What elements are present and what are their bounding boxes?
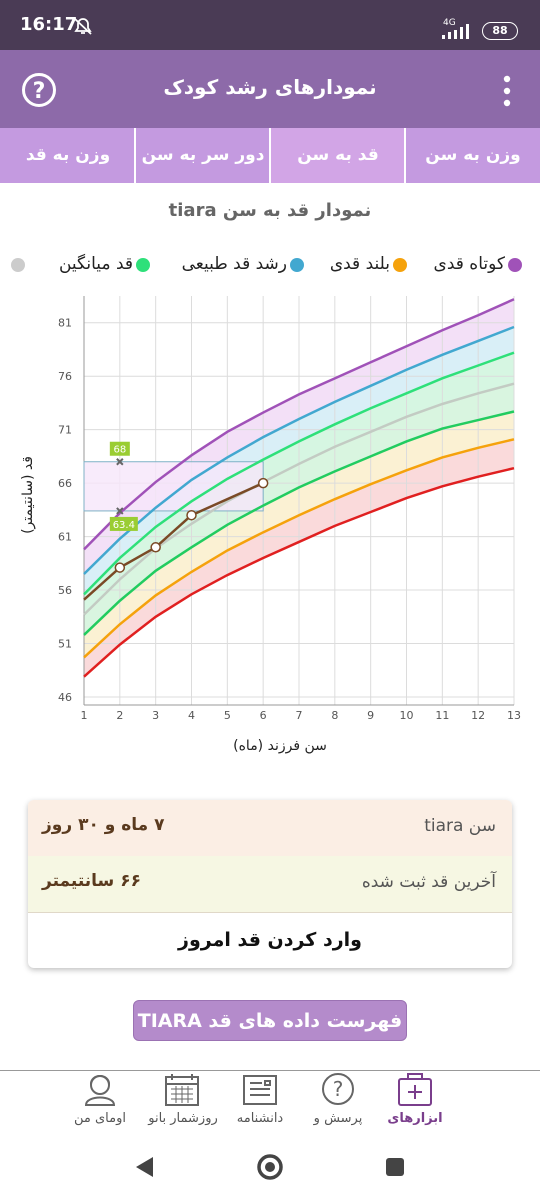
tab[interactable]: وزن به سن	[425, 145, 521, 165]
nav-label[interactable]: دانشنامه	[236, 1111, 284, 1126]
info-value: ۶۶ سانتیمتر	[42, 871, 141, 891]
tab[interactable]: دور سر به سن	[141, 145, 265, 165]
percentile-line	[83, 298, 515, 551]
y-tick-label: 66	[58, 477, 72, 490]
x-tick-label: 1	[81, 709, 88, 722]
tab-separator	[404, 128, 406, 183]
band	[84, 411, 514, 658]
recents-button[interactable]	[386, 1158, 404, 1176]
clock: 16:17	[20, 14, 78, 35]
x-tick-label: 5	[224, 709, 231, 722]
band	[84, 327, 514, 595]
tab-bar: وزن به سن قد به سن دور سر به سن وزن به قد	[0, 128, 540, 183]
legend-dot	[393, 258, 407, 272]
y-tick-label: 51	[58, 638, 72, 651]
home-button[interactable]	[257, 1154, 283, 1180]
help-button[interactable]: ?	[21, 72, 57, 108]
back-button[interactable]	[136, 1157, 153, 1177]
child-point	[150, 542, 161, 553]
app-bar: ? نمودارهای رشد کودک	[0, 50, 540, 128]
legend-dot	[290, 258, 304, 272]
x-tick-label: 4	[188, 709, 195, 722]
status-bar: 16:17 4G 88	[0, 0, 540, 50]
percentile-line	[83, 466, 515, 678]
nav-label[interactable]: ابزارهای	[387, 1111, 443, 1126]
annotation-label: 68	[113, 445, 126, 456]
y-tick-label: 81	[58, 317, 72, 330]
child-point	[257, 477, 269, 489]
annotation-marker	[116, 458, 124, 466]
x-axis-label: سن فرزند (ماه)	[233, 738, 327, 754]
x-tick-label: 13	[507, 709, 521, 722]
percentile-line	[83, 325, 515, 575]
info-card: وارد کردن قد امروز سن tiara ۷ ماه و ۳۰ رو…	[28, 800, 512, 968]
info-label: سن tiara	[424, 816, 496, 836]
y-tick-label: 76	[58, 370, 72, 383]
info-label: آخرین قد ثبت شده	[361, 872, 496, 892]
x-tick-label: 9	[367, 709, 374, 722]
legend-dot	[11, 258, 25, 272]
bottom-nav: ? ابزارهای پرسش و دانشنامه روزشمار بانو اوما…	[0, 1070, 540, 1141]
info-row: سن tiara ۷ ماه و ۳۰ روز	[28, 800, 512, 857]
home-dot	[265, 1162, 275, 1172]
info-value: ۷ ماه و ۳۰ روز	[42, 815, 165, 835]
legend-label: قد میانگین	[58, 254, 133, 274]
x-tick-label: 12	[471, 709, 485, 722]
annotation-box	[109, 441, 130, 456]
legend-dot	[136, 258, 150, 272]
tab[interactable]: وزن به قد	[25, 145, 111, 165]
annotation-label: 63.4	[113, 520, 135, 531]
child-point	[186, 509, 197, 521]
legend-label: رشد قد طبیعی	[181, 254, 287, 274]
y-axis-label: قد (سانتیمتر)	[20, 456, 36, 534]
y-tick-label: 56	[58, 584, 72, 597]
y-tick-label: 46	[58, 691, 72, 704]
tab-separator	[134, 128, 136, 183]
y-tick-label: 61	[58, 531, 72, 544]
nav-label[interactable]: روزشمار بانو	[148, 1111, 218, 1126]
info-row: آخرین قد ثبت شده ۶۶ سانتیمتر	[28, 856, 512, 913]
svg-text:?: ?	[333, 1077, 344, 1101]
nav-label[interactable]: پرسش و	[313, 1111, 363, 1126]
x-tick-label: 8	[331, 709, 338, 722]
svg-text:?: ?	[33, 79, 46, 104]
x-tick-label: 7	[296, 709, 303, 722]
x-tick-label: 2	[116, 709, 123, 722]
x-tick-label: 10	[400, 709, 414, 722]
nav-label[interactable]: اومای من	[74, 1111, 126, 1126]
percentile-line	[83, 410, 515, 636]
nav-icons: ?	[84, 1073, 432, 1106]
system-buttons	[136, 1154, 404, 1180]
annotation-marker	[116, 507, 124, 515]
battery: 88	[482, 22, 518, 40]
tab-separator	[269, 128, 271, 183]
x-tick-label: 6	[260, 709, 267, 722]
enter-height-button[interactable]: وارد کردن قد امروز	[178, 929, 362, 951]
x-tick-label: 11	[435, 709, 449, 722]
signal-icon	[442, 24, 469, 39]
x-tick-label: 3	[152, 709, 159, 722]
child-point	[114, 562, 126, 573]
legend-label: کوتاه قدی	[433, 254, 505, 274]
menu-button[interactable]	[500, 74, 514, 108]
tab[interactable]: قد به سن	[271, 128, 405, 183]
percentile-line	[83, 351, 515, 596]
annotation-box	[109, 516, 138, 531]
mute-icon	[74, 18, 92, 35]
y-tick-label: 71	[58, 424, 72, 437]
percentile-line	[83, 438, 515, 659]
legend-dot	[508, 258, 522, 272]
system-nav	[0, 1140, 540, 1200]
network: 4G	[443, 18, 456, 28]
app-title: نمودارهای رشد کودک	[163, 75, 377, 99]
data-list-button[interactable]: فهرست داده های قد TIARA	[133, 1000, 407, 1041]
band	[84, 383, 514, 635]
chart-title: نمودار قد به سن tiara	[168, 200, 372, 221]
legend-label: بلند قدی	[329, 254, 390, 274]
band	[84, 352, 514, 615]
band	[84, 439, 514, 677]
